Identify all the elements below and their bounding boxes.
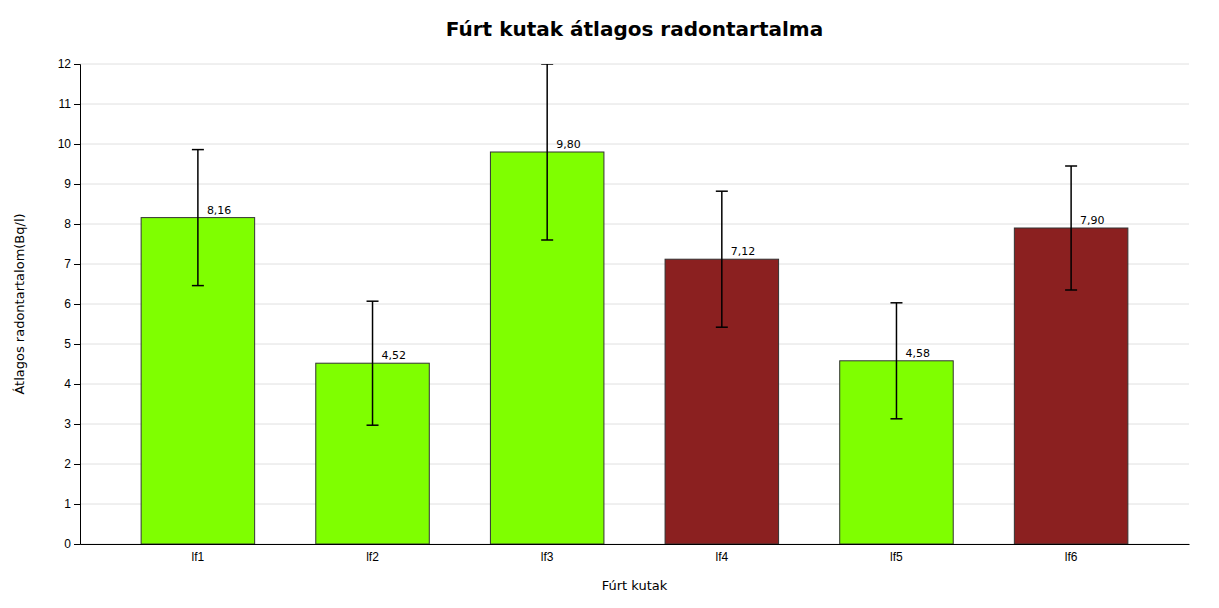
- y-tick: 7: [64, 257, 80, 271]
- x-tick-label: lf4: [715, 550, 728, 564]
- y-tick: 4: [64, 377, 80, 391]
- x-tick: lf3: [541, 550, 554, 564]
- error-bar-cap: [367, 300, 379, 302]
- error-bar: [192, 150, 204, 286]
- y-tick-mark: [74, 64, 80, 65]
- grid-line: [80, 184, 1189, 185]
- y-tick-mark: [74, 504, 80, 505]
- data-label: 7,90: [1080, 214, 1105, 227]
- y-tick-mark: [74, 144, 80, 145]
- y-tick-label: 12: [58, 57, 72, 71]
- x-tick-label: lf6: [1065, 550, 1078, 564]
- error-bar-cap: [1065, 289, 1077, 291]
- y-tick-mark: [74, 384, 80, 385]
- y-tick-label: 6: [64, 297, 71, 311]
- y-tick: 5: [64, 337, 80, 351]
- y-tick-label: 7: [64, 257, 71, 271]
- chart: 0123456789101112lf1lf2lf3lf4lf5lf68,164,…: [0, 0, 1219, 608]
- y-tick: 8: [64, 217, 80, 231]
- y-tick: 2: [64, 457, 80, 471]
- error-bar-cap: [367, 424, 379, 426]
- y-tick-mark: [74, 424, 80, 425]
- y-tick-label: 10: [58, 137, 72, 151]
- error-bar-cap: [541, 64, 553, 65]
- y-tick-label: 8: [64, 217, 71, 231]
- grid-line: [80, 64, 1189, 65]
- error-bar-cap: [192, 285, 204, 287]
- y-tick-label: 5: [64, 337, 71, 351]
- y-tick-label: 4: [64, 377, 71, 391]
- y-tick-mark: [74, 224, 80, 225]
- y-tick: 0: [64, 537, 80, 551]
- error-bar-cap: [541, 239, 553, 241]
- title: Fúrt kutak átlagos radontartalma: [446, 17, 823, 41]
- plot: 0123456789101112lf1lf2lf3lf4lf5lf68,164,…: [58, 57, 1190, 563]
- y-tick-mark: [74, 544, 80, 545]
- error-bar: [716, 191, 728, 327]
- y-tick-label: 11: [59, 97, 72, 111]
- grid-line: [80, 144, 1189, 145]
- error-bar: [541, 64, 553, 240]
- y-tick-mark: [74, 184, 80, 185]
- y-tick-mark: [74, 344, 80, 345]
- x-tick: lf5: [890, 550, 903, 564]
- bars: [141, 64, 1128, 544]
- y-tick: 3: [64, 417, 80, 431]
- x-tick-label: lf2: [366, 550, 379, 564]
- data-label: 4,52: [382, 349, 407, 362]
- y-tick: 11: [59, 97, 80, 111]
- y-axis: 0123456789101112: [58, 57, 81, 551]
- x-axis: lf1 lf2 lf3 lf4 lf5 lf6: [81, 545, 1190, 564]
- error-bar: [367, 301, 379, 425]
- grid: [80, 64, 1189, 544]
- error-bar-stem: [546, 64, 548, 240]
- error-bar-stem: [372, 301, 374, 425]
- data-label: 7,12: [731, 245, 756, 258]
- error-bar: [890, 303, 902, 419]
- x-tick-label: lf3: [541, 550, 554, 564]
- y-tick-label: 3: [64, 417, 71, 431]
- error-bar-stem: [1070, 166, 1072, 290]
- y-tick-mark: [74, 104, 80, 105]
- y-tick: 9: [64, 177, 80, 191]
- x-tick-label: lf1: [192, 550, 205, 564]
- y-tick: 6: [64, 297, 80, 311]
- y-tick: 10: [58, 137, 80, 151]
- y-tick-label: 9: [64, 177, 71, 191]
- x-tick: lf1: [192, 550, 205, 564]
- x-tick-label: lf5: [890, 550, 903, 564]
- error-bar-cap: [1065, 165, 1077, 167]
- error-bar-cap: [716, 190, 728, 192]
- y-tick-mark: [74, 464, 80, 465]
- y-tick-label: 2: [64, 457, 71, 471]
- error-bar: [1065, 166, 1077, 290]
- y-tick-label: 1: [64, 497, 71, 511]
- data-labels: 8,16 4,52 9,80 7,12 4,58 7,90: [207, 138, 1105, 362]
- data-label: 8,16: [207, 204, 232, 217]
- error-bar-stem: [197, 150, 199, 286]
- y-tick-label: 0: [64, 537, 71, 551]
- y-tick: 1: [64, 497, 80, 511]
- x-tick: lf2: [366, 550, 379, 564]
- error-bar-cap: [716, 326, 728, 328]
- y-tick-mark: [74, 264, 80, 265]
- x-tick: lf6: [1065, 550, 1078, 564]
- x-axis-title: Fúrt kutak: [602, 578, 668, 593]
- x-axis-line: [81, 544, 1190, 545]
- data-label: 4,58: [905, 347, 930, 360]
- error-bar-stem: [721, 191, 723, 327]
- error-bar-cap: [192, 149, 204, 151]
- y-axis-title: Átlagos radontartalom(Bq/l): [12, 213, 27, 394]
- y-tick: 12: [58, 57, 80, 71]
- y-axis-line: [74, 65, 81, 545]
- error-bar-stem: [896, 303, 898, 419]
- data-label: 9,80: [556, 138, 581, 151]
- error-bar-cap: [890, 418, 902, 420]
- grid-line: [80, 104, 1189, 105]
- y-tick-mark: [74, 304, 80, 305]
- x-tick: lf4: [715, 550, 728, 564]
- error-bar-cap: [890, 302, 902, 304]
